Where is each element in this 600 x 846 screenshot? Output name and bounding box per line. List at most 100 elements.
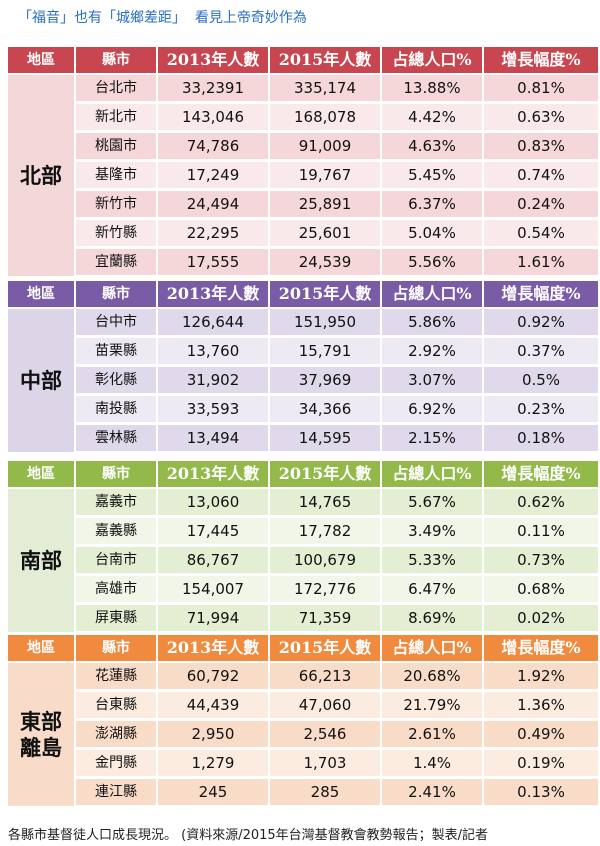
county-cell: 宜蘭縣 (76, 249, 156, 275)
region-label: 南部 (8, 489, 74, 632)
county-cell: 高雄市 (76, 576, 156, 602)
table-row: 嘉義市 13,060 14,765 5.67% 0.62% (76, 489, 598, 515)
value-cell: 0.68% (484, 576, 598, 602)
header-cell: 地區 (8, 635, 74, 661)
value-cell: 17,445 (158, 518, 268, 544)
value-cell: 44,439 (158, 692, 268, 718)
header-cell: 2015年人數 (270, 461, 380, 487)
value-cell: 71,359 (270, 605, 380, 631)
region-label: 中部 (8, 309, 74, 452)
value-cell: 0.63% (484, 104, 598, 130)
value-cell: 2,546 (270, 721, 380, 747)
table-row: 澎湖縣 2,950 2,546 2.61% 0.49% (76, 721, 598, 747)
table-row: 宜蘭縣 17,555 24,539 5.56% 1.61% (76, 249, 598, 275)
value-cell: 25,601 (270, 220, 380, 246)
value-cell: 2.15% (382, 425, 482, 451)
table-row: 嘉義縣 17,445 17,782 3.49% 0.11% (76, 518, 598, 544)
page-title: 「福音」也有「城鄉差距」 看見上帝奇妙作為 (18, 10, 307, 26)
value-cell: 0.5% (484, 367, 598, 393)
value-cell: 168,078 (270, 104, 380, 130)
header-cell: 2015年人數 (270, 47, 380, 73)
table-row: 苗栗縣 13,760 15,791 2.92% 0.37% (76, 338, 598, 364)
value-cell: 15,791 (270, 338, 380, 364)
header-cell: 增長幅度% (484, 635, 598, 661)
value-cell: 100,679 (270, 547, 380, 573)
county-cell: 連江縣 (76, 779, 156, 805)
region-label: 東部 離島 (8, 663, 74, 806)
value-cell: 154,007 (158, 576, 268, 602)
value-cell: 19,767 (270, 162, 380, 188)
value-cell: 4.42% (382, 104, 482, 130)
value-cell: 17,555 (158, 249, 268, 275)
value-cell: 14,765 (270, 489, 380, 515)
value-cell: 47,060 (270, 692, 380, 718)
value-cell: 6.37% (382, 191, 482, 217)
value-cell: 20.68% (382, 663, 482, 689)
value-cell: 3.49% (382, 518, 482, 544)
section-2: 地區 縣市 2013年人數 2015年人數 占總人口% 增長幅度% 南部 嘉義市 13,060 1… (8, 461, 598, 634)
value-cell: 8.69% (382, 605, 482, 631)
value-cell: 172,776 (270, 576, 380, 602)
value-cell: 86,767 (158, 547, 268, 573)
county-cell: 新北市 (76, 104, 156, 130)
header-cell: 縣市 (76, 281, 156, 307)
value-cell: 0.11% (484, 518, 598, 544)
section-0: 地區 縣市 2013年人數 2015年人數 占總人口% 增長幅度% 北部 台北市 33,2391… (8, 47, 598, 278)
value-cell: 0.83% (484, 133, 598, 159)
value-cell: 0.24% (484, 191, 598, 217)
value-cell: 31,902 (158, 367, 268, 393)
county-cell: 新竹市 (76, 191, 156, 217)
county-cell: 台中市 (76, 309, 156, 335)
county-cell: 台東縣 (76, 692, 156, 718)
value-cell: 17,782 (270, 518, 380, 544)
value-cell: 1.4% (382, 750, 482, 776)
value-cell: 91,009 (270, 133, 380, 159)
value-cell: 0.13% (484, 779, 598, 805)
value-cell: 34,366 (270, 396, 380, 422)
county-cell: 嘉義市 (76, 489, 156, 515)
header-cell: 增長幅度% (484, 47, 598, 73)
value-cell: 126,644 (158, 309, 268, 335)
table-row: 金門縣 1,279 1,703 1.4% 0.19% (76, 750, 598, 776)
section-1: 地區 縣市 2013年人數 2015年人數 占總人口% 增長幅度% 中部 台中市 126,644… (8, 281, 598, 454)
value-cell: 0.18% (484, 425, 598, 451)
section-3: 地區 縣市 2013年人數 2015年人數 占總人口% 增長幅度% 東部 離島 花蓮縣 60,7… (8, 635, 598, 808)
value-cell: 17,249 (158, 162, 268, 188)
table-row: 彰化縣 31,902 37,969 3.07% 0.5% (76, 367, 598, 393)
value-cell: 1,703 (270, 750, 380, 776)
header-cell: 占總人口% (382, 281, 482, 307)
value-cell: 335,174 (270, 75, 380, 101)
header-cell: 2013年人數 (158, 47, 268, 73)
header-cell: 占總人口% (382, 461, 482, 487)
county-cell: 澎湖縣 (76, 721, 156, 747)
value-cell: 60,792 (158, 663, 268, 689)
header-cell: 占總人口% (382, 635, 482, 661)
table-row: 屏東縣 71,994 71,359 8.69% 0.02% (76, 605, 598, 631)
value-cell: 21.79% (382, 692, 482, 718)
value-cell: 5.45% (382, 162, 482, 188)
county-cell: 屏東縣 (76, 605, 156, 631)
value-cell: 6.92% (382, 396, 482, 422)
table-row: 高雄市 154,007 172,776 6.47% 0.68% (76, 576, 598, 602)
header-cell: 2013年人數 (158, 461, 268, 487)
value-cell: 13,060 (158, 489, 268, 515)
value-cell: 13.88% (382, 75, 482, 101)
value-cell: 2.41% (382, 779, 482, 805)
value-cell: 0.92% (484, 309, 598, 335)
table-row: 新竹市 24,494 25,891 6.37% 0.24% (76, 191, 598, 217)
value-cell: 3.07% (382, 367, 482, 393)
county-cell: 嘉義縣 (76, 518, 156, 544)
county-cell: 南投縣 (76, 396, 156, 422)
value-cell: 0.74% (484, 162, 598, 188)
header-cell: 地區 (8, 47, 74, 73)
value-cell: 0.19% (484, 750, 598, 776)
table-row: 南投縣 33,593 34,366 6.92% 0.23% (76, 396, 598, 422)
table-row: 台南市 86,767 100,679 5.33% 0.73% (76, 547, 598, 573)
value-cell: 6.47% (382, 576, 482, 602)
value-cell: 5.56% (382, 249, 482, 275)
value-cell: 13,494 (158, 425, 268, 451)
value-cell: 2,950 (158, 721, 268, 747)
value-cell: 245 (158, 779, 268, 805)
header-cell: 增長幅度% (484, 461, 598, 487)
value-cell: 0.73% (484, 547, 598, 573)
